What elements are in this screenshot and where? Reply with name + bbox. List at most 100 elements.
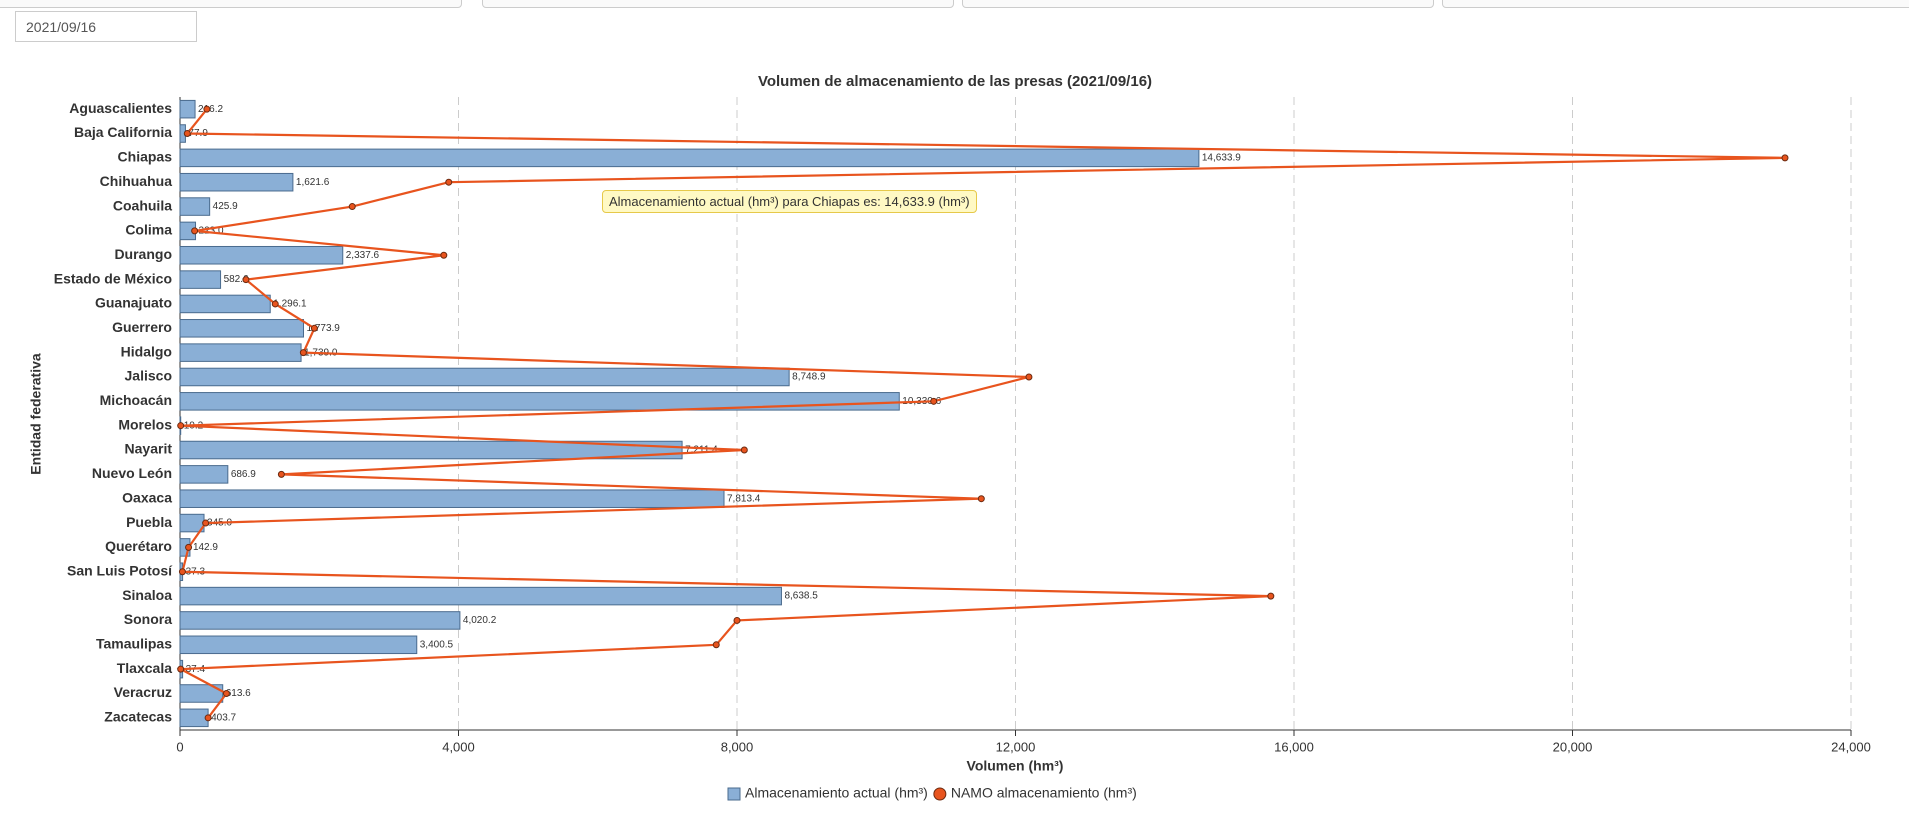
line-point [1781,154,1789,162]
bar [179,148,1200,168]
tab[interactable] [962,0,1434,8]
bar [179,172,294,192]
y-tick-label: Oaxaca [122,489,172,505]
tab[interactable] [482,0,954,8]
bar [179,586,782,606]
bar [179,611,461,630]
line-point [185,543,193,551]
line-point [1267,592,1275,600]
line-point [733,616,741,624]
value-label: 613.6 [226,688,251,699]
line [176,108,1786,719]
y-tick-label: Guanajuato [95,295,172,311]
legend-label: Almacenamiento actual (hm³) [745,785,928,801]
y-axis-label: Entidad federativa [28,353,44,475]
bar [179,99,196,119]
line-point [310,324,318,332]
value-label: 1,621.6 [296,177,330,188]
y-tick-label: Baja California [74,124,172,140]
line-point [712,641,720,649]
tab[interactable] [1442,0,1909,8]
tooltip: Almacenamiento actual (hm³) para Chiapas… [602,190,977,213]
bar [179,440,683,460]
bar [179,635,418,655]
line-point [191,227,199,235]
bar [179,343,302,362]
line-point [183,130,191,138]
y-tick-label: Puebla [126,514,172,530]
line-point [930,397,938,405]
bar [179,465,229,484]
x-tick-label: 20,000 [1553,739,1593,754]
y-tick-label: Hidalgo [121,343,172,359]
line-point [1025,373,1033,381]
value-label: 7,813.4 [727,493,761,504]
tab[interactable] [0,0,462,8]
x-tick-label: 4,000 [442,739,475,754]
value-label: 7,211.4 [685,445,718,456]
value-label: 216.2 [198,104,223,115]
line-point [445,178,453,186]
value-label: 3,400.5 [420,639,454,650]
y-tick-label: Veracruz [114,684,172,700]
bar [179,319,305,338]
y-tick-label: Colima [125,222,172,238]
y-tick-label: Tlaxcala [117,660,172,676]
bar [179,708,209,728]
y-tick-label: Sonora [124,611,172,627]
x-axis-label: Volumen (hm³) [967,758,1064,774]
y-tick-label: Durango [114,246,172,262]
tab-bar [0,0,1909,8]
value-label: 142.9 [193,542,218,553]
bar [179,684,224,703]
bar [179,392,900,411]
bar [179,489,725,508]
bar [179,367,790,387]
value-label: 4,020.2 [463,615,497,626]
bar [179,270,222,289]
y-tick-label: Aguascalientes [69,100,172,116]
line-point [348,203,356,211]
legend-label: NAMO almacenamiento (hm³) [951,785,1137,801]
x-tick-label: 16,000 [1274,739,1314,754]
y-tick-label: Jalisco [125,368,172,384]
line-point [222,689,230,697]
date-input[interactable]: 2021/09/16 [15,11,197,42]
line-point [202,519,210,527]
y-tick-label: Chihuahua [100,173,173,189]
value-label: 8,638.5 [784,591,818,602]
value-label: 425.9 [213,201,238,212]
line-point [977,495,985,503]
x-tick-label: 24,000 [1831,739,1871,754]
x-tick-label: 0 [176,739,183,754]
value-label: 686.9 [231,469,256,480]
chart-title: Volumen de almacenamiento de las presas … [758,73,1152,90]
legend-swatch [727,787,741,801]
line-point [177,665,185,673]
y-tick-label: Sinaloa [122,587,172,603]
line-point [203,105,211,113]
line-point [271,300,279,308]
value-label: 403.7 [211,712,236,723]
y-tick-label: Chiapas [118,149,173,165]
y-tick-label: Nayarit [125,441,173,457]
y-tick-label: Michoacán [100,392,172,408]
value-label: 14,633.9 [1202,153,1241,164]
line-point [204,714,212,722]
line-point [299,349,307,357]
value-label: 8,748.9 [792,372,826,383]
y-tick-label: Estado de México [54,270,172,286]
line-point [177,422,185,430]
value-label: 1,296.1 [273,299,307,310]
y-tick-label: Coahuila [113,197,172,213]
y-tick-label: Tamaulipas [96,635,172,651]
y-tick-label: Guerrero [112,319,172,335]
line-point [242,276,250,284]
y-tick-label: Querétaro [105,538,172,554]
y-tick-label: San Luis Potosí [67,562,173,578]
line-point [440,251,448,259]
line-point [277,470,285,478]
line-point [178,568,186,576]
value-label: 2,337.6 [346,250,380,261]
